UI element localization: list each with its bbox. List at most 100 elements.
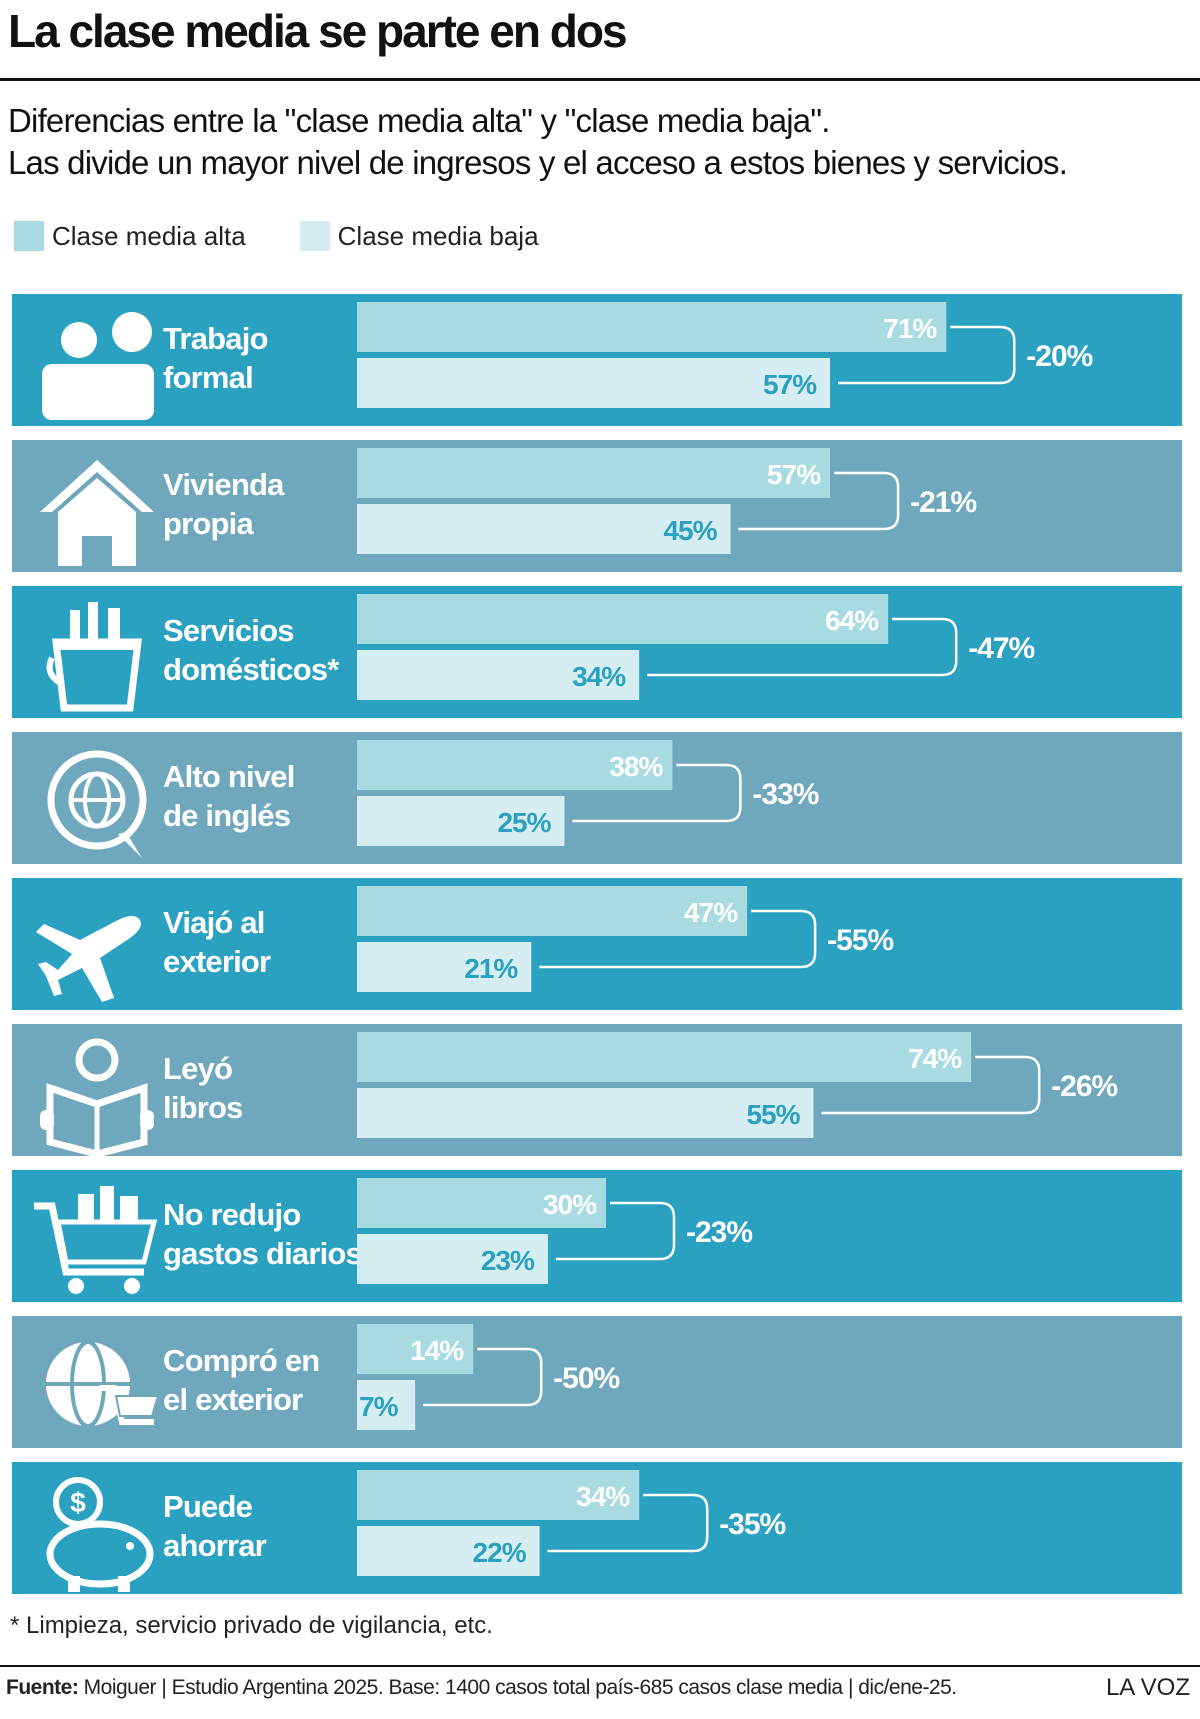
category-label-line2: propia <box>163 506 254 541</box>
value-label-alta: 34% <box>576 1481 630 1512</box>
source-label: Fuente: <box>6 1676 79 1699</box>
difference-bracket <box>539 909 817 969</box>
bar-clase-media-alta <box>357 594 889 644</box>
category-label-line2: exterior <box>163 944 271 979</box>
value-label-baja: 57% <box>763 369 817 400</box>
people-icon <box>42 312 154 420</box>
subtitle-line-2: Las divide un mayor nivel de ingresos y … <box>8 144 1068 181</box>
chart-row: Servicios domésticos* 64% 34% -47% <box>12 586 1182 718</box>
row-background <box>12 1316 1182 1448</box>
footnote: * Limpieza, servicio privado de vigilanc… <box>10 1612 493 1639</box>
category-label-line2: el exterior <box>163 1382 303 1417</box>
bar-clase-media-baja <box>357 942 532 992</box>
bar-clase-media-alta <box>357 1470 640 1520</box>
chart-row: No redujo gastos diarios 30% 23% -23% <box>12 1170 1182 1302</box>
house-icon <box>40 460 154 566</box>
value-label-baja: 45% <box>663 515 717 546</box>
chart-row: Compró en el exterior 14% 7% -50% <box>12 1316 1182 1448</box>
chart-title: La clase media se parte en dos <box>8 5 628 57</box>
category-label-line2: de inglés <box>163 798 290 833</box>
bar-clase-media-baja <box>357 1380 416 1430</box>
difference-label: -33% <box>752 778 818 811</box>
value-label-alta: 14% <box>410 1335 464 1366</box>
difference-label: -35% <box>719 1508 785 1541</box>
bar-clase-media-alta <box>357 1032 972 1082</box>
value-label-baja: 21% <box>464 953 518 984</box>
difference-bracket <box>838 325 1016 385</box>
difference-bracket <box>555 1201 676 1261</box>
source-line: Fuente: Moiguer | Estudio Argentina 2025… <box>6 1676 986 1700</box>
bar-clase-media-baja <box>357 1234 548 1284</box>
difference-label: -23% <box>686 1216 752 1249</box>
reader-book-icon <box>40 1038 154 1158</box>
value-label-baja: 22% <box>473 1537 527 1568</box>
difference-label: -26% <box>1051 1070 1117 1103</box>
legend-swatch-baja <box>299 221 330 251</box>
bar-clase-media-alta <box>357 448 831 498</box>
bar-clase-media-alta <box>357 1324 474 1374</box>
bar-clase-media-baja <box>357 1088 814 1138</box>
difference-bracket <box>821 1055 1041 1115</box>
bar-clase-media-baja <box>357 1526 540 1576</box>
value-label-baja: 25% <box>497 807 551 838</box>
bar-clase-media-alta <box>357 740 673 790</box>
brand-logo-text: LA VOZ <box>1105 1674 1190 1701</box>
airplane-icon <box>36 916 141 1002</box>
difference-label: -20% <box>1026 340 1092 373</box>
value-label-alta: 30% <box>543 1189 597 1220</box>
bar-chart: Trabajo formal 71% 57% -20% Vivienda propia 57%… <box>12 294 1182 1594</box>
legend-item-alta: Clase media alta <box>14 221 246 252</box>
difference-bracket <box>547 1493 709 1553</box>
value-label-alta: 38% <box>609 751 663 782</box>
value-label-baja: 55% <box>746 1099 800 1130</box>
category-label-line2: gastos diarios <box>163 1236 362 1271</box>
category-label-line1: No redujo <box>163 1197 300 1232</box>
category-label-line2: ahorrar <box>163 1528 267 1563</box>
category-label-line1: Viajó al <box>163 905 265 940</box>
category-label-line1: Servicios <box>163 613 294 648</box>
value-label-baja: 34% <box>572 661 626 692</box>
footer-divider <box>0 1665 1200 1667</box>
value-label-baja: 7% <box>359 1391 399 1422</box>
difference-bracket <box>738 471 900 531</box>
category-label-line1: Leyó <box>163 1051 232 1086</box>
bar-clase-media-baja <box>357 358 831 408</box>
chart-legend: Clase media alta Clase media baja <box>14 220 593 252</box>
bar-clase-media-alta <box>357 302 947 352</box>
category-label-line2: formal <box>163 360 253 395</box>
value-label-baja: 23% <box>481 1245 535 1276</box>
chart-row: Vivienda propia 57% 45% -21% <box>12 440 1182 572</box>
legend-label-baja: Clase media baja <box>337 220 539 251</box>
difference-label: -55% <box>827 924 893 957</box>
bar-clase-media-baja <box>357 796 565 846</box>
bar-clase-media-baja <box>357 504 731 554</box>
category-label-line2: libros <box>163 1090 243 1125</box>
chart-row: Leyó libros 74% 55% -26% <box>12 1024 1182 1158</box>
cleaning-bucket-icon <box>46 602 142 712</box>
bar-clase-media-alta <box>357 886 748 936</box>
legend-label-alta: Clase media alta <box>52 220 246 251</box>
value-label-alta: 64% <box>825 605 879 636</box>
category-label-line1: Compró en <box>163 1343 319 1378</box>
difference-label: -21% <box>910 486 976 519</box>
category-label-line1: Trabajo <box>163 321 268 356</box>
value-label-alta: 71% <box>883 313 937 344</box>
subtitle-line-1: Diferencias entre la "clase media alta" … <box>8 102 830 139</box>
source-text: Moiguer | Estudio Argentina 2025. Base: … <box>78 1676 957 1699</box>
difference-label: -47% <box>968 632 1034 665</box>
title-divider <box>0 78 1200 81</box>
difference-label: -50% <box>553 1362 619 1395</box>
globe-speech-icon <box>47 750 147 858</box>
bar-clase-media-baja <box>357 650 640 700</box>
globe-cart-icon <box>46 1340 160 1428</box>
bar-clase-media-alta <box>357 1178 606 1228</box>
chart-row: Alto nivel de inglés 38% 25% -33% <box>12 732 1182 864</box>
svg-text:$: $ <box>70 1487 86 1518</box>
chart-row: $ Puede ahorrar 34% 22% -35% <box>12 1462 1182 1594</box>
difference-bracket <box>423 1347 543 1407</box>
category-label-line1: Puede <box>163 1489 253 1524</box>
value-label-alta: 47% <box>684 897 738 928</box>
chart-row: Trabajo formal 71% 57% -20% <box>12 294 1182 426</box>
piggy-bank-icon: $ <box>46 1477 154 1592</box>
difference-bracket <box>647 617 958 677</box>
